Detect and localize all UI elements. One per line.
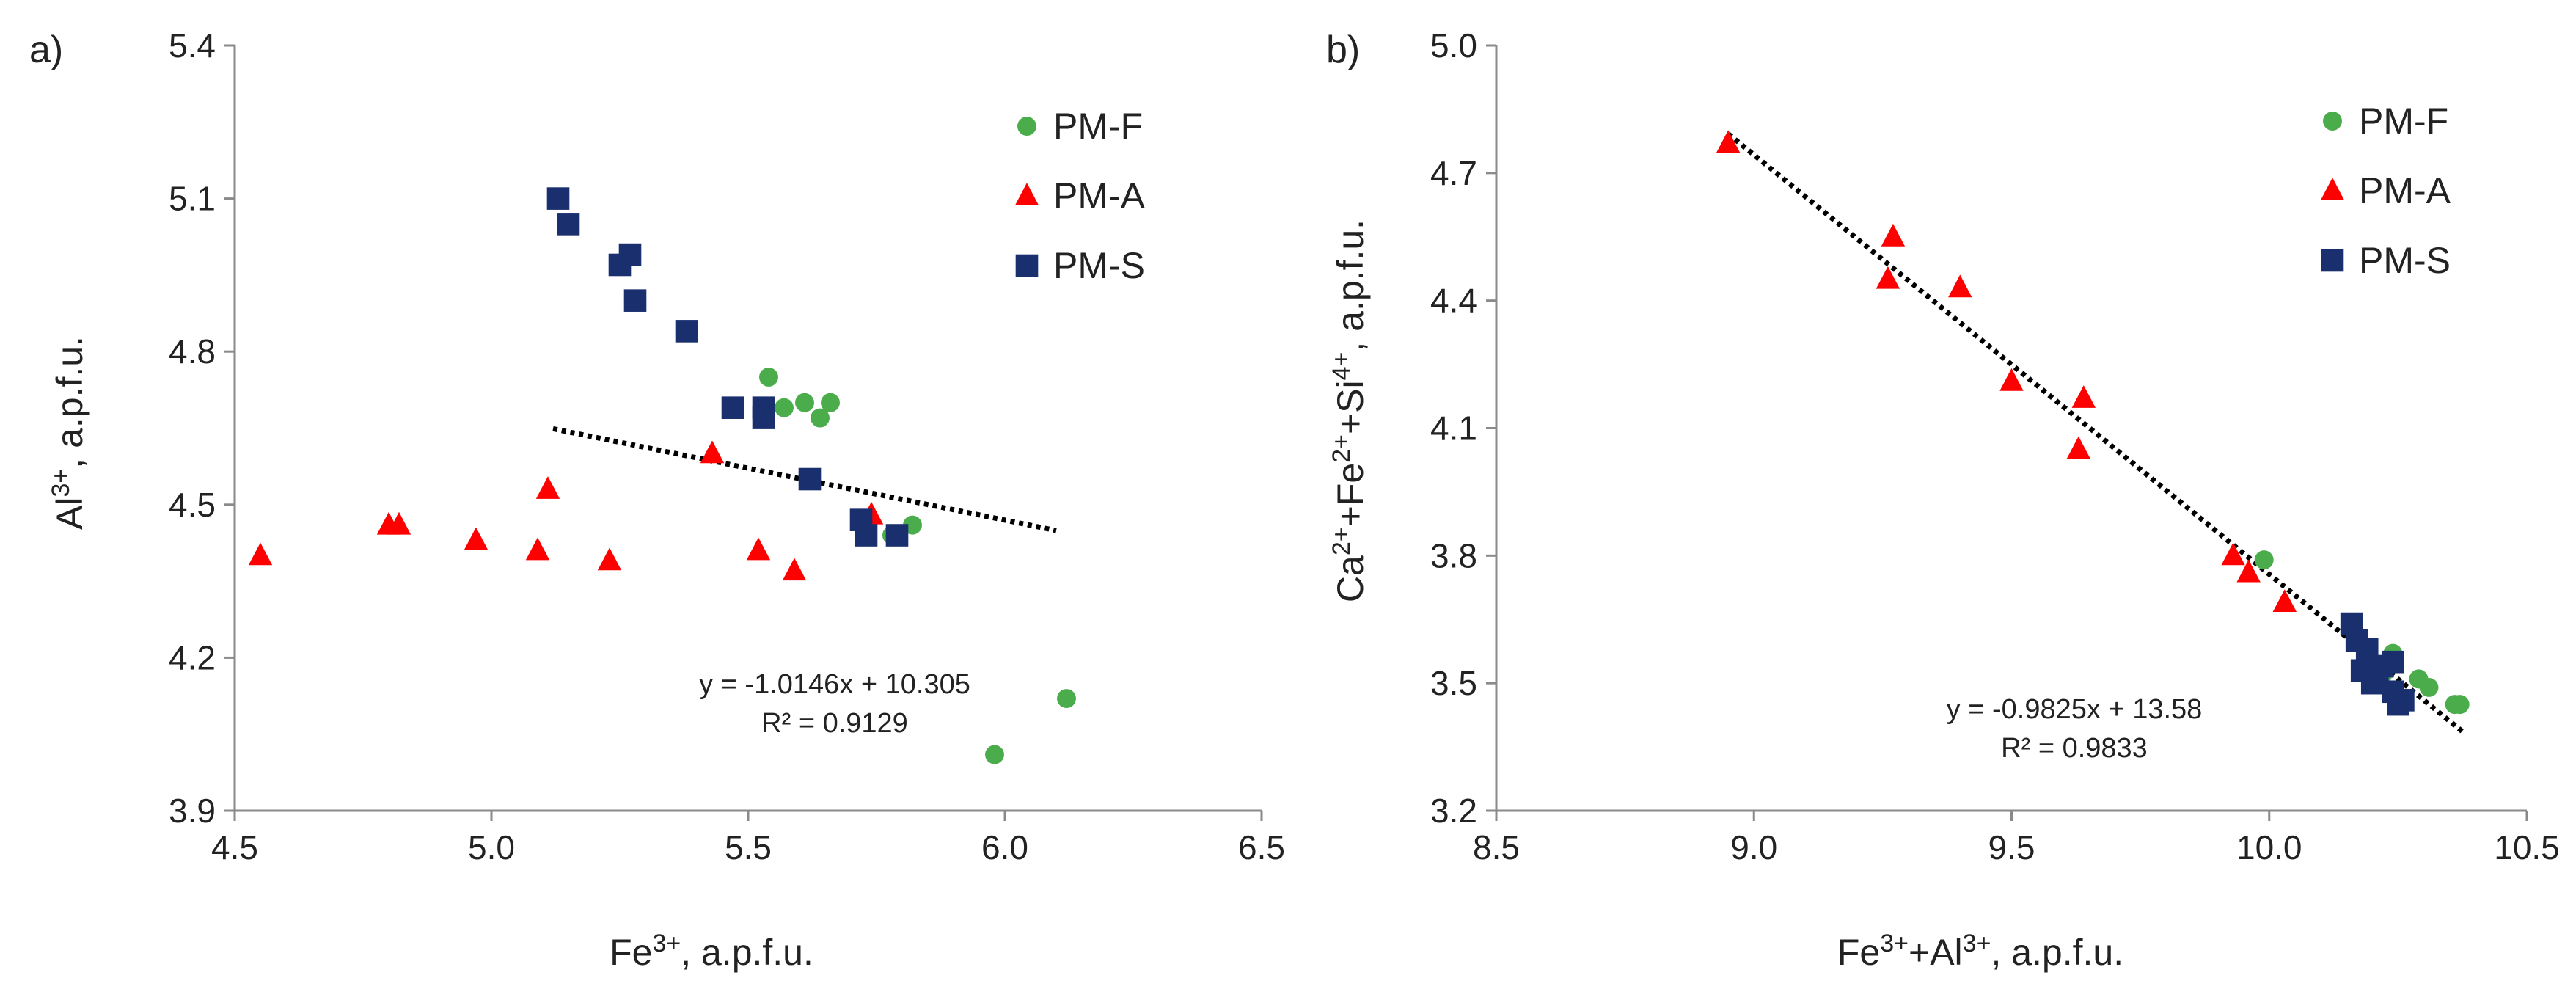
x-tick-label: 5.5 <box>725 828 772 866</box>
panel-a-y-axis-title: Al3+, a.p.f.u. <box>47 336 90 530</box>
legend: PM-F PM-A PM-S <box>1014 106 1146 286</box>
legend-marker-pm-s <box>1015 254 1039 277</box>
x-tick-label: 10.5 <box>2494 828 2560 866</box>
panel-a-label: a) <box>29 29 63 71</box>
data-point-pm-s <box>752 406 775 429</box>
x-tick-label: 9.0 <box>1730 828 1777 866</box>
legend-label-pm-f: PM-F <box>2359 101 2448 142</box>
data-point-pm-a <box>782 558 807 581</box>
x-tick-label: 9.5 <box>1988 828 2035 866</box>
data-point-pm-f <box>2254 550 2274 570</box>
data-point-pm-s <box>798 467 822 491</box>
panel-a-x-axis-title: Fe3+, a.p.f.u. <box>610 930 813 973</box>
data-point-pm-f <box>775 398 794 417</box>
data-point-pm-a <box>2221 542 2245 566</box>
legend-label-pm-s: PM-S <box>2359 240 2451 281</box>
y-tick-label: 4.7 <box>1430 154 1477 192</box>
data-point-pm-a <box>2071 385 2096 408</box>
panel-a-equation: y = -1.0146x + 10.305 <box>699 669 970 700</box>
data-point-pm-a <box>2272 589 2297 613</box>
y-tick-label: 4.8 <box>169 332 216 371</box>
legend-label-pm-a: PM-A <box>1053 175 1146 216</box>
data-point-pm-s <box>2392 689 2415 712</box>
data-point-pm-f <box>821 393 840 412</box>
data-point-pm-f <box>759 368 778 387</box>
data-point-pm-f <box>811 408 830 428</box>
panel-b-x-axis-title: Fe3++Al3+, a.p.f.u. <box>1837 930 2123 973</box>
data-point-pm-s <box>546 187 570 210</box>
legend-marker-pm-s <box>2321 249 2344 272</box>
x-tick-label: 6.5 <box>1238 828 1285 866</box>
panel-b-equation: y = -0.9825x + 13.58 <box>1947 694 2203 725</box>
x-tick-label: 6.0 <box>981 828 1028 866</box>
data-point-pm-s <box>618 243 642 266</box>
data-point-pm-a <box>1881 223 1906 247</box>
data-point-pm-s <box>2365 668 2389 690</box>
data-point-pm-a <box>1716 130 1741 153</box>
y-tick-label: 3.8 <box>1430 536 1477 574</box>
legend: PM-F PM-A PM-S <box>2320 101 2451 281</box>
legend-label-pm-f: PM-F <box>1053 106 1143 147</box>
data-point-pm-a <box>700 440 725 464</box>
y-tick-label: 5.1 <box>169 180 216 218</box>
legend-marker-pm-f <box>1017 117 1036 136</box>
y-tick-label: 3.5 <box>1430 664 1477 702</box>
x-tick-label: 5.0 <box>468 828 515 866</box>
data-point-pm-s <box>855 524 878 547</box>
legend-label-pm-s: PM-S <box>1053 245 1145 286</box>
data-point-pm-f <box>1057 689 1076 708</box>
legend-label-pm-a: PM-A <box>2359 170 2451 211</box>
legend-marker-pm-f <box>2323 112 2342 131</box>
data-point-pm-a <box>525 537 550 561</box>
y-tick-label: 5.4 <box>169 26 216 65</box>
panel-b-label: b) <box>1326 29 1360 71</box>
y-tick-label: 5.0 <box>1430 26 1477 65</box>
data-point-pm-a <box>1876 266 1900 289</box>
data-point-pm-a <box>746 537 771 561</box>
panel-a-r2: R² = 0.9129 <box>761 708 908 739</box>
x-tick-label: 4.5 <box>211 828 258 866</box>
x-tick-label: 8.5 <box>1473 828 1520 866</box>
panel-b-r2: R² = 0.9833 <box>2001 733 2148 764</box>
data-point-pm-f <box>2450 695 2470 715</box>
data-point-pm-a <box>1948 274 1972 298</box>
x-tick-label: 10.0 <box>2236 828 2302 866</box>
data-point-pm-a <box>1999 368 2024 391</box>
y-tick-label: 3.2 <box>1430 792 1477 830</box>
y-tick-label: 4.1 <box>1430 409 1477 448</box>
data-point-pm-a <box>597 547 622 571</box>
data-point-pm-a <box>248 542 273 566</box>
panel-b-y-axis-title: Ca2++Fe2++Si4+, a.p.f.u. <box>1328 219 1371 602</box>
data-point-pm-s <box>557 213 580 236</box>
data-point-pm-a <box>2236 559 2261 583</box>
data-point-pm-a <box>535 476 560 499</box>
chart-panel-b: b) 3.2 3.5 3.8 4.1 4.4 4.7 5.0 8.5 9.0 9.5 10.0 10… <box>1326 26 2560 973</box>
data-point-pm-a <box>2066 436 2091 459</box>
y-tick-label: 4.2 <box>169 638 216 676</box>
data-point-pm-f <box>2419 678 2439 697</box>
data-point-pm-f <box>985 745 1004 764</box>
legend-marker-pm-a <box>2320 178 2345 200</box>
data-point-pm-s <box>675 320 698 343</box>
legend-marker-pm-a <box>1014 183 1039 205</box>
data-point-pm-f <box>795 393 814 412</box>
y-tick-label: 4.4 <box>1430 282 1477 320</box>
y-tick-label: 4.5 <box>169 486 216 524</box>
data-point-pm-a <box>464 527 489 550</box>
data-point-pm-s <box>721 396 744 419</box>
data-point-pm-a <box>387 511 411 535</box>
chart-panel-a: a) 3.9 4.2 4.5 4.8 5.1 5.4 4.5 5.0 5.5 6.0 6.5 PM… <box>29 26 1285 973</box>
data-point-pm-s <box>623 289 647 312</box>
y-tick-label: 3.9 <box>169 792 216 830</box>
data-point-pm-s <box>885 524 909 547</box>
